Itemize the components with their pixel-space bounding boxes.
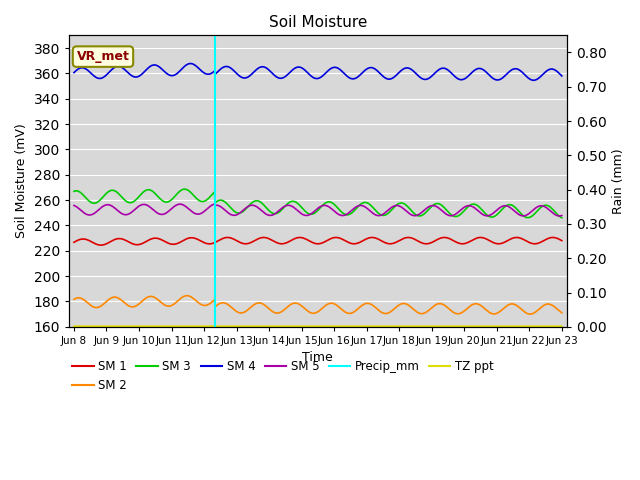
TZ ppt	[348, 324, 355, 329]
Text: VR_met: VR_met	[77, 50, 129, 63]
SM 1	[277, 241, 285, 247]
SM 1	[348, 241, 356, 247]
X-axis label: Time: Time	[303, 351, 333, 364]
SM 4	[296, 64, 304, 70]
SM 2	[128, 304, 136, 310]
SM 2	[277, 309, 285, 315]
SM 4	[277, 75, 285, 81]
Line: SM 3: SM 3	[74, 189, 562, 218]
Line: SM 4: SM 4	[74, 63, 562, 80]
SM 4	[108, 67, 116, 72]
SM 5	[556, 213, 563, 219]
SM 3	[287, 199, 295, 204]
SM 3	[108, 187, 116, 193]
Line: SM 5: SM 5	[74, 204, 562, 216]
SM 1	[97, 242, 105, 248]
SM 2	[348, 310, 356, 316]
SM 3	[296, 203, 304, 209]
SM 5	[558, 213, 566, 218]
TZ ppt	[287, 324, 295, 329]
SM 4	[187, 60, 195, 66]
SM 4	[348, 76, 356, 82]
SM 1	[296, 235, 304, 240]
TZ ppt	[277, 324, 285, 329]
TZ ppt	[296, 324, 303, 329]
SM 1	[70, 240, 78, 245]
SM 2	[558, 310, 566, 316]
SM 5	[128, 209, 136, 215]
Y-axis label: Rain (mm): Rain (mm)	[612, 148, 625, 214]
Y-axis label: Soil Moisture (mV): Soil Moisture (mV)	[15, 124, 28, 239]
SM 3	[128, 200, 136, 205]
TZ ppt	[128, 324, 136, 329]
SM 5	[211, 201, 218, 207]
Title: Soil Moisture: Soil Moisture	[269, 15, 367, 30]
SM 4	[558, 73, 566, 79]
SM 5	[108, 203, 116, 209]
SM 4	[287, 68, 295, 74]
SM 5	[348, 207, 356, 213]
SM 3	[348, 210, 356, 216]
SM 1	[108, 238, 116, 244]
SM 4	[128, 72, 136, 78]
SM 2	[287, 301, 295, 307]
SM 2	[526, 311, 534, 317]
Line: SM 2: SM 2	[74, 296, 562, 314]
SM 1	[128, 240, 136, 246]
SM 2	[108, 295, 116, 300]
SM 4	[530, 77, 538, 83]
SM 1	[287, 238, 295, 243]
SM 5	[277, 206, 285, 212]
SM 3	[180, 186, 188, 192]
SM 3	[277, 207, 285, 213]
TZ ppt	[108, 324, 116, 329]
Legend: SM 1, SM 2, SM 3, SM 4, SM 5, Precip_mm, TZ ppt: SM 1, SM 2, SM 3, SM 4, SM 5, Precip_mm,…	[68, 355, 499, 396]
SM 2	[183, 293, 191, 299]
SM 5	[296, 210, 304, 216]
SM 4	[70, 70, 78, 75]
TZ ppt	[558, 324, 566, 329]
SM 5	[287, 203, 295, 209]
SM 3	[70, 189, 78, 194]
SM 3	[558, 215, 566, 221]
SM 1	[558, 238, 566, 243]
SM 2	[296, 302, 304, 308]
SM 5	[70, 203, 78, 208]
TZ ppt	[70, 324, 78, 329]
SM 1	[296, 235, 303, 240]
Line: SM 1: SM 1	[74, 238, 562, 245]
SM 2	[70, 297, 78, 302]
